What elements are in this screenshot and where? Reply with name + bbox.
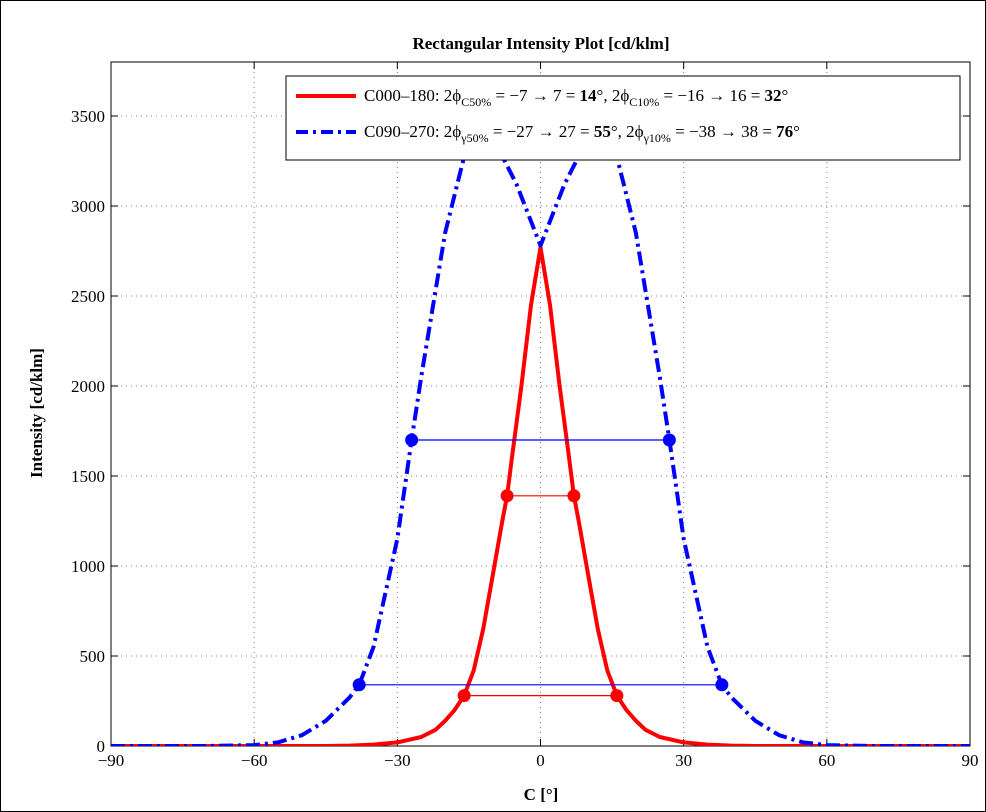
legend-text-part: = −16 → 16 =	[659, 86, 764, 105]
legend-entry: C000–180: 2ϕC50% = −7 → 7 = 14°, 2ϕC10% …	[364, 86, 788, 109]
y-tick-label: 2500	[71, 287, 105, 306]
legend-subscript: C50%	[461, 95, 491, 109]
x-tick-label: −90	[98, 751, 125, 770]
span-marker	[662, 433, 676, 447]
y-axis-label: Intensity [cd/klm]	[27, 348, 46, 478]
legend-subscript: γ10%	[643, 131, 671, 145]
x-tick-label: −30	[384, 751, 411, 770]
y-tick-label: 3500	[71, 107, 105, 126]
span-marker	[500, 489, 514, 503]
grid	[111, 62, 970, 746]
legend-bold-value: 55	[594, 122, 611, 141]
span-marker	[610, 689, 624, 703]
axis-ticks: −90 −60 −30 0 30 60 90 0 500 1000 1500 2000 2500 3000…	[71, 62, 979, 770]
legend-text-part: °, 2ϕ	[611, 122, 644, 141]
beam-width-spans	[352, 433, 729, 703]
x-tick-label: 90	[962, 751, 979, 770]
y-tick-label: 2000	[71, 377, 105, 396]
legend-text-part: C090–270: 2ϕ	[364, 122, 461, 141]
y-tick-label: 500	[80, 647, 106, 666]
y-tick-label: 1500	[71, 467, 105, 486]
span-marker	[352, 678, 366, 692]
series-line-c090-270	[111, 126, 970, 746]
legend-bold-value: 76	[776, 122, 793, 141]
series-group	[111, 126, 970, 746]
legend-entry: C090–270: 2ϕγ50% = −27 → 27 = 55°, 2ϕγ10…	[364, 122, 800, 145]
chart-title: Rectangular Intensity Plot [cd/klm]	[412, 34, 669, 53]
legend-text-part: C000–180: 2ϕ	[364, 86, 461, 105]
x-tick-label: 60	[818, 751, 835, 770]
x-tick-label: 30	[675, 751, 692, 770]
legend-subscript: γ50%	[460, 131, 488, 145]
legend: C000–180: 2ϕC50% = −7 → 7 = 14°, 2ϕC10% …	[285, 75, 961, 161]
span-marker	[567, 489, 581, 503]
x-tick-label: −60	[241, 751, 268, 770]
legend-text-part: °	[782, 86, 789, 105]
y-tick-label: 1000	[71, 557, 105, 576]
x-axis-label: C [°]	[524, 785, 559, 804]
y-tick-label: 3000	[71, 197, 105, 216]
y-tick-label: 0	[97, 737, 106, 756]
legend-text-part: °	[793, 122, 800, 141]
legend-box	[285, 75, 961, 161]
legend-text-part: = −38 → 38 =	[671, 122, 776, 141]
legend-bold-value: 32	[765, 86, 782, 105]
x-tick-label: 0	[536, 751, 545, 770]
plot-area	[110, 61, 971, 747]
legend-text-part: = −27 → 27 =	[489, 122, 594, 141]
legend-bold-value: 14	[580, 86, 598, 105]
span-marker	[405, 433, 419, 447]
span-marker	[715, 678, 729, 692]
legend-text-part: °, 2ϕ	[597, 86, 630, 105]
legend-text-part: = −7 → 7 =	[491, 86, 579, 105]
span-marker	[457, 689, 471, 703]
legend-subscript: C10%	[629, 95, 659, 109]
